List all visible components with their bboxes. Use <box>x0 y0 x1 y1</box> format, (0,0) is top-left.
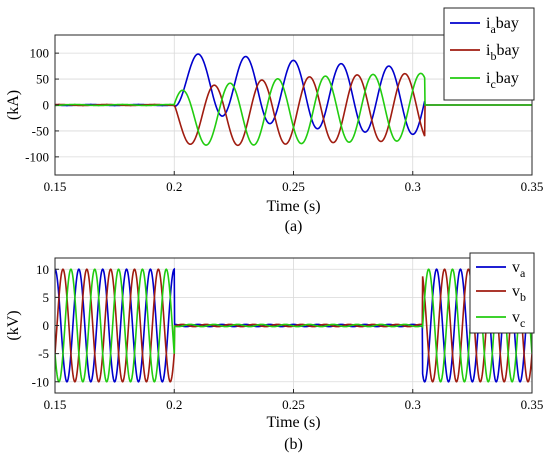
x-tick-label: 0.15 <box>44 179 67 194</box>
y-tick-label: 50 <box>36 72 49 87</box>
x-tick-label: 0.3 <box>405 397 421 412</box>
chart-panel: 0.15 0.2 0.25 0.3 0.35 100 50 0 -50 -100 Time (s) (… <box>5 7 544 235</box>
x-tick-label: 0.25 <box>282 179 305 194</box>
x-tick-label: 0.35 <box>521 397 544 412</box>
panel-label: (b) <box>284 436 303 453</box>
y-axis-label: (kA) <box>5 90 22 120</box>
y-tick-label: -50 <box>32 123 49 138</box>
y-tick-label: 100 <box>30 46 50 61</box>
series-group <box>55 53 532 147</box>
series-group <box>55 267 532 383</box>
legend-label-c: vc <box>512 309 525 330</box>
legend: va vb vc <box>469 252 535 334</box>
series-line-c <box>55 72 532 146</box>
series-line-c <box>55 268 532 383</box>
x-axis-label: Time (s) <box>266 414 320 431</box>
x-tick-label: 0.2 <box>166 179 182 194</box>
x-tick-label: 0.3 <box>405 179 421 194</box>
x-tick-label: 0.2 <box>166 397 182 412</box>
y-tick-label: 0 <box>43 98 50 113</box>
y-tick-label: -5 <box>38 346 49 361</box>
y-tick-label: -10 <box>32 374 49 389</box>
x-tick-label: 0.25 <box>282 397 305 412</box>
legend-label-b: ibbay <box>486 42 520 63</box>
y-axis-label: (kV) <box>5 310 22 340</box>
chart-panel: 0.15 0.2 0.25 0.3 0.35 10 5 0 -5 -10 Time (s) (kV) (… <box>5 252 544 453</box>
y-tick-label: 5 <box>43 290 50 305</box>
legend-label-c: icbay <box>486 70 519 91</box>
x-axis-label: Time (s) <box>266 198 320 215</box>
x-tick-label: 0.35 <box>521 179 544 194</box>
legend-label-b: vb <box>512 283 526 304</box>
y-tick-label: 10 <box>36 262 49 277</box>
legend: iabay ibbay icbay <box>443 7 535 101</box>
legend-label-a: iabay <box>486 15 519 36</box>
y-tick-label: -100 <box>25 149 49 164</box>
panel-label: (a) <box>285 218 303 235</box>
y-tick-label: 0 <box>43 318 50 333</box>
x-tick-label: 0.15 <box>44 397 67 412</box>
legend-label-a: va <box>512 259 526 280</box>
